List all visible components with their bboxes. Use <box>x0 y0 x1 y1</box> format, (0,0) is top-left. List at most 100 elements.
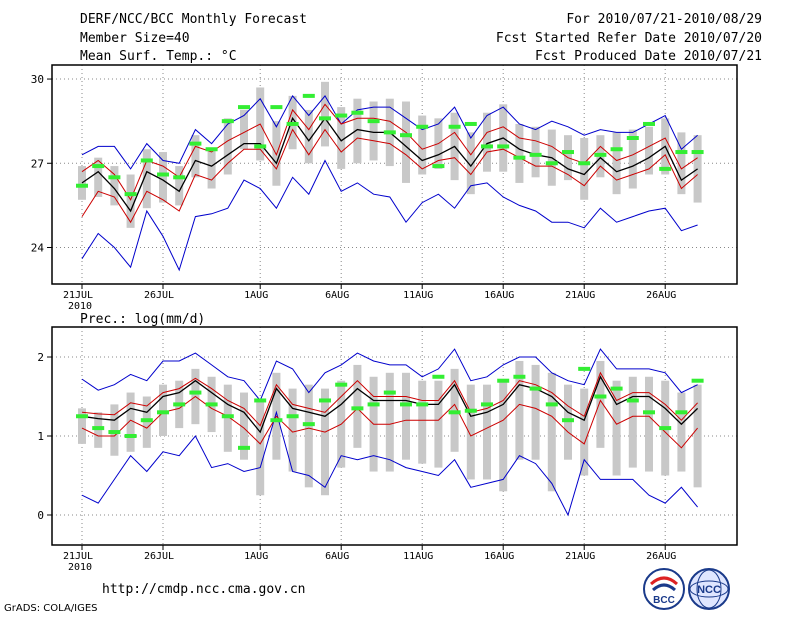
x-tick-label: 1AUG <box>244 290 268 301</box>
spread-box <box>78 166 86 200</box>
spread-box <box>207 149 216 189</box>
obs-marker <box>319 398 331 403</box>
spread-box <box>304 384 313 488</box>
spread-box <box>78 408 86 444</box>
x-tick-label: 26JUL <box>144 551 174 562</box>
plot-frame <box>51 64 738 285</box>
x-tick-label: 26AUG <box>646 290 676 301</box>
x-tick-label: 21JUL <box>63 551 93 562</box>
variable-label-temp: Mean Surf. Temp.: °C <box>80 49 237 64</box>
spread-box <box>94 157 103 197</box>
obs-marker <box>416 402 429 407</box>
spread-box <box>628 376 637 468</box>
spread-box <box>612 132 621 195</box>
max-series-line <box>81 348 698 402</box>
spread-box <box>288 388 297 472</box>
ncc-logo-text: NCC <box>697 584 721 596</box>
max-series-line <box>81 95 698 170</box>
spread-box <box>596 360 605 448</box>
obs-marker <box>76 414 88 419</box>
obs-marker <box>497 378 510 383</box>
spread-box <box>175 166 184 206</box>
obs-marker <box>205 147 218 152</box>
obs-marker <box>626 398 639 403</box>
x-tick-label: 11AUG <box>403 551 433 562</box>
obs-marker <box>513 374 526 379</box>
spread-box <box>645 126 653 175</box>
forecast-started-date: Fcst Started Refer Date 2010/07/20 <box>495 31 762 46</box>
obs-marker <box>432 374 445 379</box>
obs-marker <box>448 124 461 129</box>
obs-marker <box>594 394 607 399</box>
obs-marker <box>254 398 267 403</box>
y-tick-label: 1 <box>37 430 44 443</box>
obs-marker <box>643 121 655 126</box>
spread-box <box>418 115 427 175</box>
x-tick-label: 21AUG <box>565 290 595 301</box>
x-tick-label: 26JUL <box>144 290 174 301</box>
obs-marker <box>270 105 283 110</box>
spread-box <box>531 364 540 460</box>
obs-marker <box>659 426 672 431</box>
obs-marker <box>691 150 704 155</box>
obs-marker <box>92 426 105 431</box>
obs-marker <box>529 152 542 157</box>
spread-box <box>628 129 637 189</box>
obs-marker <box>124 434 137 438</box>
obs-marker <box>189 141 202 146</box>
spread-box <box>580 138 589 200</box>
spread-box <box>483 384 491 480</box>
website-url[interactable]: http://cmdp.ncc.cma.gov.cn <box>102 582 306 597</box>
spread-box <box>693 384 702 488</box>
obs-marker <box>659 166 672 171</box>
obs-marker <box>481 144 493 149</box>
spread-box <box>483 112 491 172</box>
obs-marker <box>205 402 218 407</box>
obs-marker <box>108 430 121 435</box>
obs-marker <box>319 116 331 121</box>
x-tick-label: 16AUG <box>484 551 514 562</box>
spread-box <box>612 380 621 476</box>
obs-marker <box>157 410 169 415</box>
obs-marker <box>286 121 299 126</box>
spread-box <box>369 101 378 161</box>
spread-box <box>402 101 410 183</box>
forecast-period: For 2010/07/21-2010/08/29 <box>566 12 762 27</box>
obs-marker <box>238 445 250 450</box>
lower-series-line <box>81 128 698 224</box>
spread-box <box>531 126 540 178</box>
min-series-line <box>81 410 698 517</box>
obs-marker <box>497 144 510 149</box>
obs-marker <box>383 390 396 395</box>
obs-marker <box>513 155 526 160</box>
bcc-logo-text: BCC <box>653 595 675 606</box>
obs-marker <box>76 183 88 188</box>
x-tick-label: 26AUG <box>646 551 676 562</box>
mean-series-line <box>81 375 699 434</box>
obs-marker <box>643 410 655 415</box>
y-tick-label: 27 <box>31 157 44 170</box>
upper-series-line <box>81 371 698 427</box>
spread-box <box>466 132 475 195</box>
obs-marker <box>610 147 623 152</box>
x-tick-label: 1AUG <box>244 551 268 562</box>
obs-marker <box>351 406 364 411</box>
obs-marker <box>108 175 121 180</box>
spread-box <box>126 392 135 452</box>
x-tick-label: 21AUG <box>565 551 595 562</box>
obs-marker <box>189 390 202 395</box>
x-tick-label: 6AUG <box>325 290 349 301</box>
obs-marker <box>92 164 105 169</box>
obs-marker <box>626 136 639 140</box>
obs-marker <box>675 410 688 415</box>
obs-marker <box>286 414 299 419</box>
obs-marker <box>432 164 445 169</box>
obs-marker <box>221 119 234 124</box>
spread-box <box>353 98 362 164</box>
spread-box <box>321 81 329 147</box>
spread-box <box>645 376 653 472</box>
obs-marker <box>254 144 267 149</box>
y-tick-label: 2 <box>37 351 44 364</box>
obs-marker <box>464 121 477 126</box>
